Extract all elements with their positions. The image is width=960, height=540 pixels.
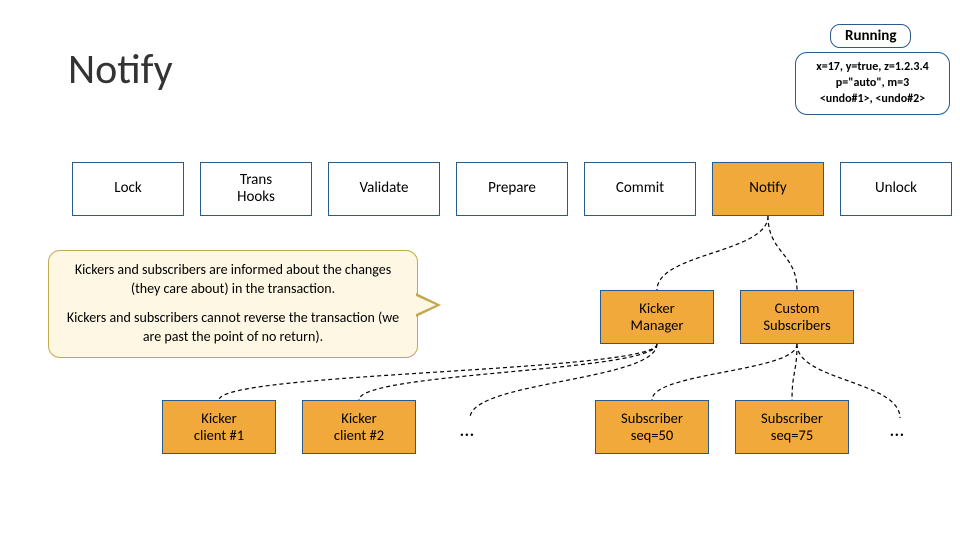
- box-subscriber-seq-75: Subscriberseq=75: [735, 400, 849, 454]
- ellipsis-2: …: [890, 418, 904, 442]
- box-subscriber-seq-50: Subscriberseq=50: [595, 400, 709, 454]
- box-custom-subscribers: CustomSubscribers: [740, 290, 854, 344]
- callout-p2: Kickers and subscribers cannot reverse t…: [63, 309, 403, 347]
- stage-notify: Notify: [712, 162, 824, 216]
- state-line-2: p="auto", m=3: [804, 75, 941, 91]
- stage-trans-hooks: TransHooks: [200, 162, 312, 216]
- box-kicker-client-2: Kickerclient #2: [302, 400, 416, 454]
- box-kicker-client-1: Kickerclient #1: [162, 400, 276, 454]
- callout-p1: Kickers and subscribers are informed abo…: [63, 261, 403, 299]
- stage-prepare: Prepare: [456, 162, 568, 216]
- stage-commit: Commit: [584, 162, 696, 216]
- page-title: Notify: [68, 44, 173, 95]
- state-box: x=17, y=true, z=1.2.3.4 p="auto", m=3 <u…: [795, 52, 950, 115]
- callout-tail: [414, 295, 436, 315]
- state-line-3: <undo#1>, <undo#2>: [804, 91, 941, 107]
- ellipsis-1: …: [460, 418, 474, 442]
- stage-lock: Lock: [72, 162, 184, 216]
- stage-unlock: Unlock: [840, 162, 952, 216]
- state-line-1: x=17, y=true, z=1.2.3.4: [804, 59, 941, 75]
- stage-validate: Validate: [328, 162, 440, 216]
- running-badge: Running: [830, 24, 911, 48]
- box-kicker-manager: KickerManager: [600, 290, 714, 344]
- callout-bubble: Kickers and subscribers are informed abo…: [48, 250, 418, 358]
